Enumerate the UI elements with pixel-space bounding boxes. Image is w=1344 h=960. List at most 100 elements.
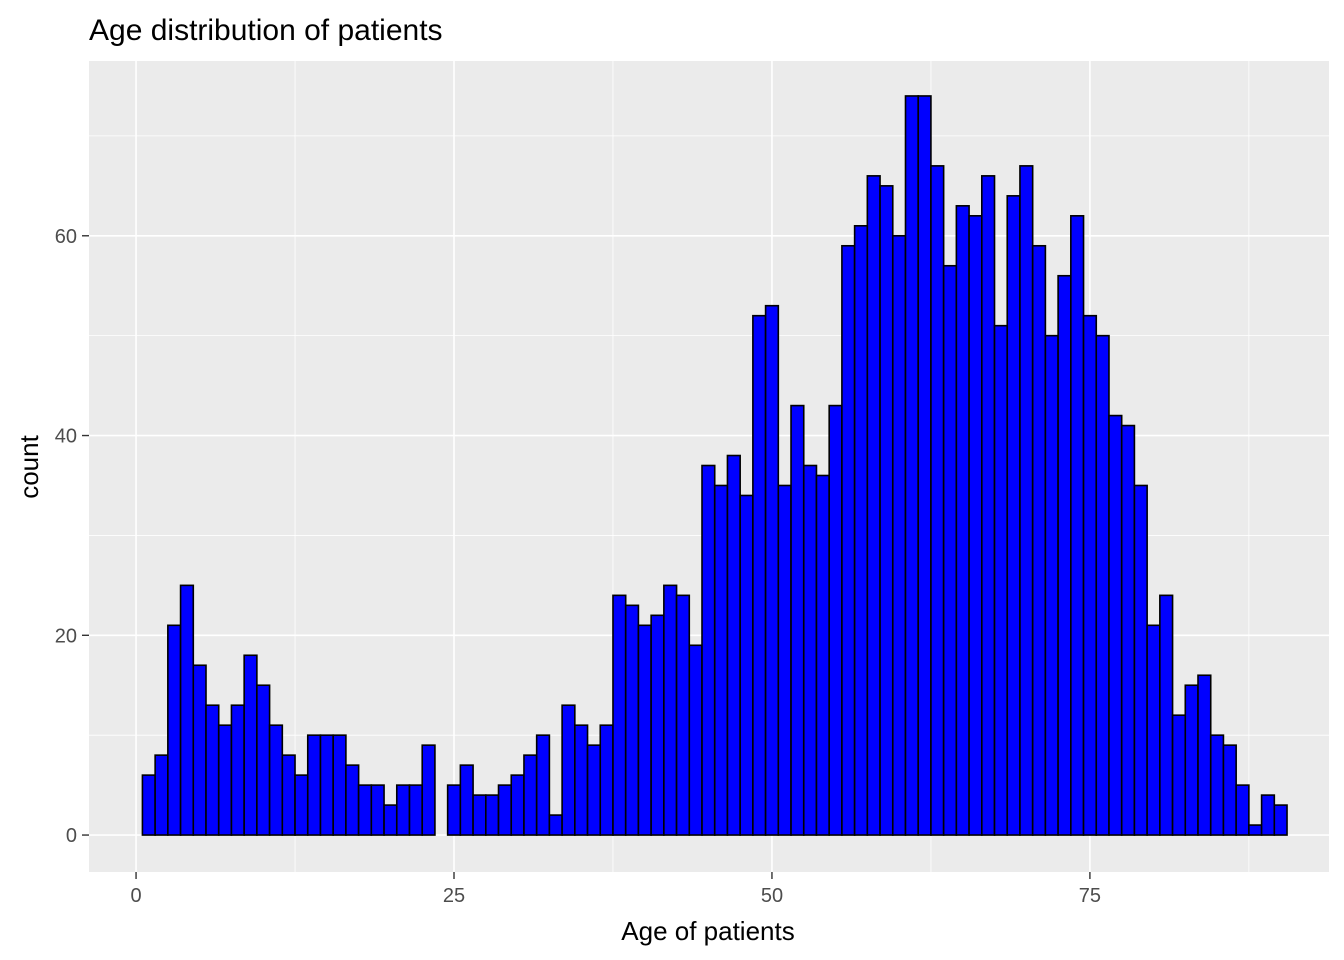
x-tick-label: 0 xyxy=(130,885,141,907)
histogram-bar xyxy=(599,724,614,836)
histogram-bar xyxy=(395,784,411,836)
histogram-bar xyxy=(535,734,551,836)
y-tick-label: 60 xyxy=(55,226,77,248)
histogram-bar xyxy=(637,624,652,836)
histogram-bar xyxy=(167,624,182,836)
histogram-bar xyxy=(230,704,245,836)
x-tick-label: 75 xyxy=(1079,885,1101,907)
histogram-bar xyxy=(993,324,1009,836)
histogram-bar xyxy=(370,784,385,836)
histogram-bar xyxy=(1197,674,1212,836)
histogram-bar xyxy=(930,165,945,836)
histogram-bar xyxy=(484,794,500,836)
histogram-bar xyxy=(1146,624,1161,836)
histogram-bar xyxy=(726,454,741,836)
histogram-bar xyxy=(383,804,398,836)
histogram-bar xyxy=(815,474,830,836)
y-axis-title: count xyxy=(14,434,44,498)
histogram-bar xyxy=(650,614,665,836)
histogram-bar xyxy=(701,464,716,836)
histogram-bar xyxy=(306,734,322,836)
histogram-bar xyxy=(828,404,843,836)
histogram-bar xyxy=(1120,424,1136,836)
histogram-bar xyxy=(217,724,233,836)
histogram-bar xyxy=(739,494,754,836)
histogram-bar xyxy=(879,185,894,836)
histogram-bar xyxy=(841,244,856,836)
histogram-bar xyxy=(586,744,602,836)
histogram-bar xyxy=(904,95,920,836)
histogram-bar xyxy=(790,404,805,836)
histogram-bar xyxy=(1159,594,1174,836)
histogram-bar xyxy=(548,814,563,836)
histogram-bar xyxy=(968,215,983,836)
histogram-bar xyxy=(141,774,156,836)
histogram-bar xyxy=(446,784,462,836)
histogram-bar xyxy=(154,754,169,836)
y-tick-label: 20 xyxy=(55,625,77,647)
histogram-bar xyxy=(561,704,576,836)
histogram-bar xyxy=(1006,195,1021,836)
x-axis-title: Age of patients xyxy=(621,916,794,946)
histogram-bar xyxy=(1070,215,1085,836)
histogram-bar xyxy=(1082,314,1098,836)
y-tick-label: 40 xyxy=(55,426,77,448)
histogram-bar xyxy=(1108,414,1123,836)
histogram-bar xyxy=(1057,274,1072,836)
histogram-bar xyxy=(510,774,525,836)
histogram-bar xyxy=(319,734,334,836)
histogram-bar xyxy=(612,594,627,836)
histogram-bar xyxy=(332,734,347,836)
histogram-bar xyxy=(663,584,678,836)
histogram-bar xyxy=(777,484,792,836)
histogram-bar xyxy=(1222,744,1237,836)
histogram-bar xyxy=(192,664,207,836)
histogram-bar xyxy=(764,304,780,836)
histogram-bar xyxy=(497,784,513,836)
histogram-bar xyxy=(891,234,907,836)
y-tick-label: 0 xyxy=(66,825,77,847)
histogram-bar xyxy=(345,764,360,836)
x-tick-label: 50 xyxy=(761,885,783,907)
histogram-bar xyxy=(357,784,373,836)
histogram-bar xyxy=(752,314,767,836)
x-axis: 0 25 50 75 xyxy=(130,872,1101,907)
histogram-bar xyxy=(675,594,691,836)
histogram-bar xyxy=(472,794,487,836)
histogram-bar xyxy=(421,744,436,836)
histogram-bar xyxy=(1031,244,1047,836)
histogram-bar xyxy=(942,264,958,836)
histogram-bar xyxy=(688,644,703,836)
histogram-bar xyxy=(866,175,881,836)
histogram-bar xyxy=(980,175,996,836)
histogram-bar xyxy=(179,584,195,836)
histogram-bar xyxy=(802,464,818,836)
histogram-bar xyxy=(243,654,258,836)
chart-title: Age distribution of patients xyxy=(89,14,443,47)
histogram-bar xyxy=(1273,804,1288,836)
histogram-bar xyxy=(459,764,474,836)
histogram-bar xyxy=(1235,784,1250,836)
histogram-bar xyxy=(294,774,309,836)
histogram-bar xyxy=(713,484,729,836)
histogram-bar xyxy=(205,704,220,836)
histogram-bar xyxy=(408,784,424,836)
histogram-bar xyxy=(523,754,538,836)
histogram-bar xyxy=(1019,165,1034,836)
histogram-bar xyxy=(1133,484,1148,836)
histogram-bar xyxy=(268,724,284,836)
histogram-bar xyxy=(1184,684,1199,836)
histogram-bar xyxy=(1095,334,1110,836)
y-axis: 0 20 40 60 xyxy=(55,226,89,847)
histogram-bar xyxy=(256,684,271,836)
histogram-bar xyxy=(574,724,589,836)
histogram-bar xyxy=(853,224,869,836)
histogram-bar xyxy=(955,205,970,836)
histogram-bars xyxy=(141,95,1288,836)
histogram-bar xyxy=(624,604,640,836)
x-tick-label: 25 xyxy=(443,885,465,907)
histogram-bar xyxy=(1260,794,1276,836)
histogram-bar xyxy=(281,754,296,836)
histogram-bar xyxy=(1248,824,1263,836)
